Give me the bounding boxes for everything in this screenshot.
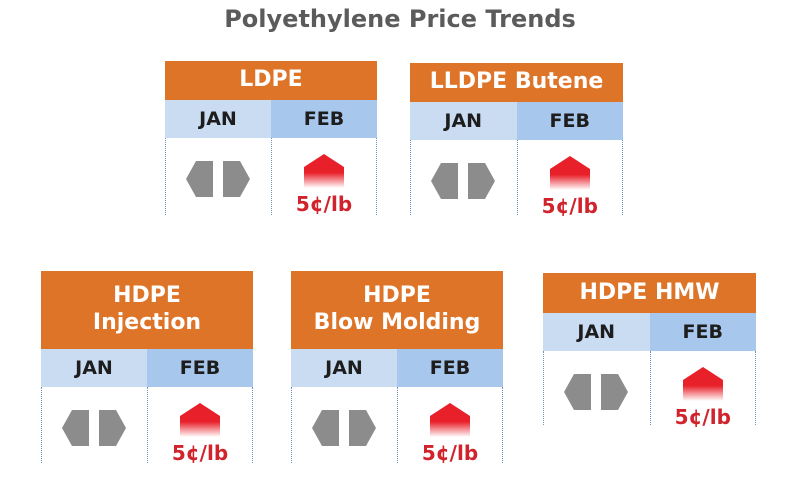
price-change-label: 5¢/lb (171, 441, 229, 465)
price-change-label: 5¢/lb (674, 405, 731, 429)
card-title-line: LLDPE Butene (429, 69, 604, 95)
column-divider (410, 140, 411, 215)
price-card: LLDPE Butene JAN FEB 5¢/lb (410, 63, 623, 218)
price-change-label: 5¢/lb (295, 192, 353, 216)
column-headers: JAN FEB (291, 349, 503, 387)
column-headers: JAN FEB (165, 100, 377, 138)
price-up-icon (682, 367, 723, 401)
unchanged-arrows-icon (62, 410, 126, 446)
card-title-line: HDPE (113, 283, 181, 309)
column-header-feb: FEB (147, 349, 253, 387)
column-divider (147, 387, 148, 463)
column-divider (543, 351, 544, 425)
column-divider (649, 351, 651, 425)
column-divider (376, 138, 377, 215)
card-title-line: HDPE (363, 283, 431, 309)
price-up-icon (304, 154, 344, 188)
unchanged-arrows-icon (312, 410, 376, 446)
column-header-jan: JAN (410, 102, 517, 140)
chart-title: Polyethylene Price Trends (224, 5, 576, 33)
column-divider (622, 140, 623, 215)
column-divider (502, 387, 503, 463)
card-header: HDPE HMW (543, 273, 756, 313)
column-header-jan: JAN (291, 349, 397, 387)
column-divider (516, 140, 518, 215)
price-card: HDPE Blow Molding JAN FEB 5¢/lb (291, 271, 503, 465)
column-headers: JAN FEB (41, 349, 253, 387)
price-card: HDPE Injection JAN FEB 5¢/lb (41, 271, 253, 465)
unchanged-arrows-icon (564, 374, 629, 410)
card-header: HDPE Blow Molding (291, 271, 503, 349)
column-header-jan: JAN (543, 313, 650, 351)
column-header-feb: FEB (271, 100, 377, 138)
column-headers: JAN FEB (543, 313, 756, 351)
card-header: LLDPE Butene (410, 63, 623, 102)
column-divider (755, 351, 756, 425)
column-divider (271, 138, 272, 215)
card-title-line: HDPE HMW (579, 279, 720, 305)
column-header-jan: JAN (41, 349, 147, 387)
price-card: HDPE HMW JAN FEB 5¢/lb (543, 273, 756, 429)
card-title-line: Blow Molding (313, 310, 481, 335)
column-header-feb: FEB (397, 349, 503, 387)
price-up-icon (549, 156, 590, 190)
card-header: LDPE (165, 61, 377, 100)
column-divider (252, 387, 253, 463)
price-change-label: 5¢/lb (541, 194, 598, 218)
column-divider (41, 387, 42, 463)
unchanged-arrows-icon (431, 163, 496, 199)
column-divider (291, 387, 292, 463)
price-change-label: 5¢/lb (421, 441, 479, 465)
price-up-icon (430, 403, 470, 437)
column-header-feb: FEB (516, 102, 623, 140)
column-header-jan: JAN (165, 100, 271, 138)
unchanged-arrows-icon (186, 161, 250, 197)
column-divider (165, 138, 166, 215)
column-divider (397, 387, 398, 463)
column-header-feb: FEB (649, 313, 756, 351)
column-headers: JAN FEB (410, 102, 623, 140)
card-title-line: LDPE (239, 67, 303, 93)
card-title-line: Injection (92, 310, 202, 335)
card-header: HDPE Injection (41, 271, 253, 349)
price-up-icon (180, 403, 220, 437)
price-card: LDPE JAN FEB 5¢/lb (165, 61, 377, 216)
